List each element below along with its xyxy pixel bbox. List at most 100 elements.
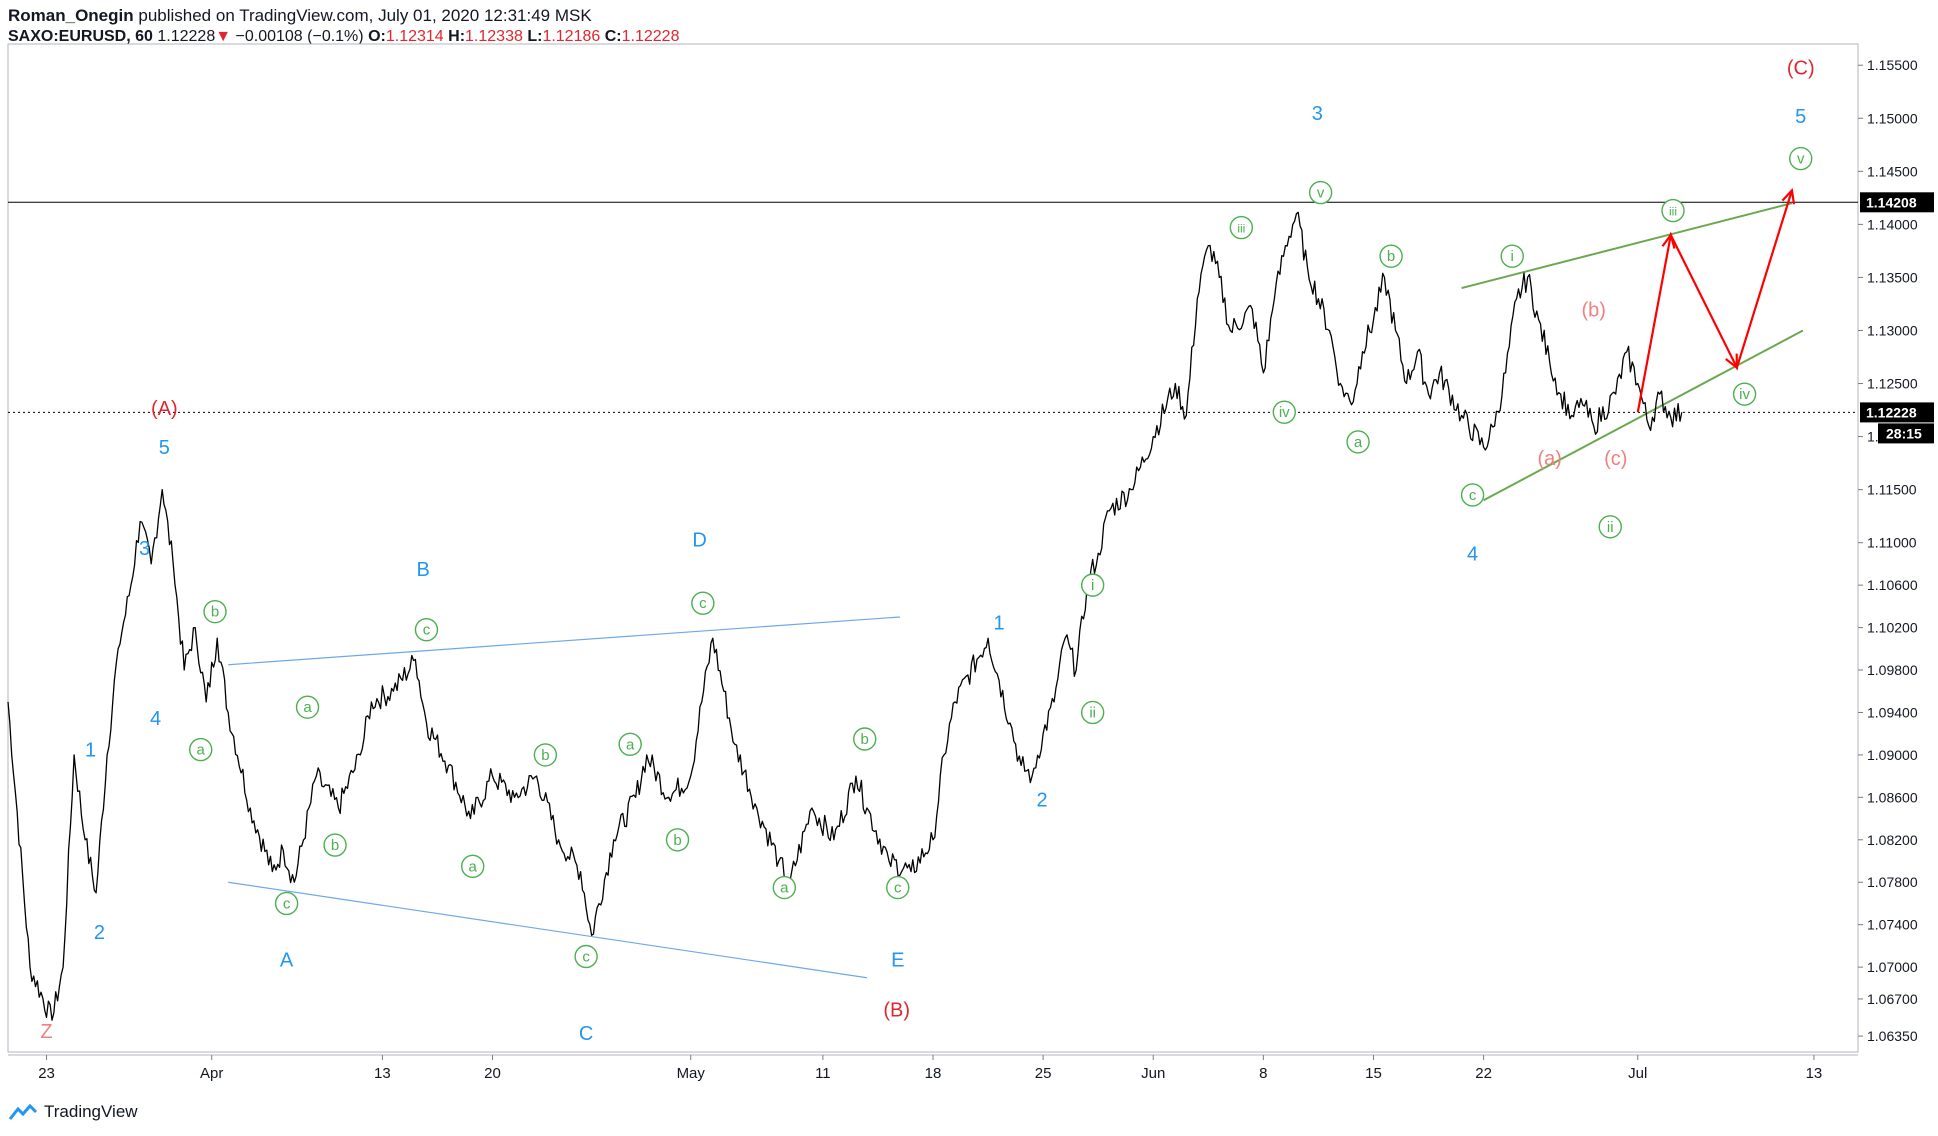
wave-label: Z xyxy=(40,1021,52,1043)
projection-arrowhead xyxy=(1725,353,1738,370)
countdown-box xyxy=(1878,423,1934,444)
wave-label: 1 xyxy=(994,612,1005,634)
wave-label: B xyxy=(416,559,429,581)
wave-label-circle xyxy=(1229,215,1254,240)
footer: TradingView xyxy=(8,1102,138,1122)
symbol: SAXO:EURUSD, 60 xyxy=(8,28,153,45)
wave-label-circle xyxy=(1379,244,1403,268)
y-tick-label: 1.15000 xyxy=(1867,110,1918,126)
high-label: H: xyxy=(448,28,466,45)
wave-label: 1 xyxy=(85,740,96,762)
y-tick-label: 1.11000 xyxy=(1867,535,1917,551)
y-tick-label: 1.10600 xyxy=(1867,577,1918,593)
wave-label: ii xyxy=(1089,704,1096,721)
wave-label: 2 xyxy=(94,922,105,944)
wave-label-circle xyxy=(295,695,320,719)
projection-path xyxy=(1636,190,1793,413)
wave-label: b xyxy=(673,832,681,849)
wave-label: iv xyxy=(1279,404,1290,421)
wave-label: A xyxy=(280,950,294,972)
low-value: 1.12186 xyxy=(542,28,601,45)
x-tick-label: 23 xyxy=(38,1065,55,1082)
wave-label-circle xyxy=(1598,515,1622,539)
x-tick-label: Jul xyxy=(1628,1065,1647,1082)
y-tick-label: 1.15500 xyxy=(1867,57,1918,73)
x-tick-label: 8 xyxy=(1259,1065,1267,1082)
price-chart[interactable]: 1.15500 1.15000 1.14500 1.14000 1.13500 1.130… xyxy=(0,0,1938,1100)
wave-label: 5 xyxy=(1795,106,1806,128)
triangle-trendline xyxy=(228,616,901,666)
wave-label: 3 xyxy=(1312,103,1323,125)
wave-label: ii xyxy=(1607,519,1614,536)
wave-label: (A) xyxy=(151,398,178,420)
price-series-line xyxy=(7,211,1683,1021)
wave-label: (C) xyxy=(1787,57,1815,79)
x-tick-label: Jun xyxy=(1141,1065,1165,1082)
tradingview-logo-icon xyxy=(8,1103,38,1120)
y-tick-label: 1.09400 xyxy=(1867,704,1918,720)
wave-label-circle xyxy=(414,618,439,642)
wave-label: 3 xyxy=(139,538,150,560)
wave-label: E xyxy=(891,950,904,972)
wave-label-circle xyxy=(691,591,715,615)
y-tick-label: 1.07800 xyxy=(1867,874,1918,890)
y-tick-label: 1.08600 xyxy=(1867,789,1918,805)
wave-label-circle xyxy=(1500,244,1524,268)
wave-label-circle xyxy=(1346,430,1370,454)
wave-label: c xyxy=(699,595,707,612)
author-name[interactable]: Roman_Onegin xyxy=(8,6,134,25)
price-change: −0.00108 (−0.1%) xyxy=(235,28,364,45)
wave-label: iii xyxy=(1237,222,1245,236)
wave-label: 4 xyxy=(1467,543,1478,565)
x-tick-label: 11 xyxy=(815,1065,831,1082)
wave-label: (a) xyxy=(1537,448,1561,470)
wave-label-circle xyxy=(1080,700,1105,725)
price-label: 1.14208 xyxy=(1866,194,1917,210)
wave-label: v xyxy=(1797,151,1805,168)
wave-label-circle xyxy=(274,891,299,916)
wave-label-circle xyxy=(533,743,558,767)
projection-arrowhead xyxy=(1781,188,1796,205)
countdown-label: 28:15 xyxy=(1886,425,1922,441)
diagonal-trendline xyxy=(1483,329,1804,502)
wave-label: a xyxy=(1354,434,1363,451)
wave-label: i xyxy=(1091,577,1094,594)
down-arrow-icon: ▼ xyxy=(215,28,232,45)
y-tick-label: 1.06700 xyxy=(1867,991,1918,1007)
wave-label-circle xyxy=(323,833,347,857)
wave-label: a xyxy=(469,858,478,875)
y-tick-label: 1.08200 xyxy=(1867,832,1918,848)
wave-label-circle xyxy=(189,737,213,762)
published-text: published on TradingView.com, July 01, 2… xyxy=(138,6,592,25)
x-tick-label: Apr xyxy=(200,1065,223,1082)
wave-label: a xyxy=(197,742,206,759)
open-value: 1.12314 xyxy=(385,28,444,45)
wave-label-circle xyxy=(1732,382,1757,406)
diagonal-trendline xyxy=(1461,202,1793,290)
wave-label: (B) xyxy=(883,1000,910,1022)
x-tick-label: 18 xyxy=(925,1065,942,1082)
wave-label: b xyxy=(211,604,219,621)
y-tick-label: 1.13500 xyxy=(1867,269,1918,285)
wave-label-circle xyxy=(574,944,598,969)
wave-label: c xyxy=(1469,487,1477,504)
y-tick-label: 1.09000 xyxy=(1867,747,1918,763)
y-tick-label: 1.14000 xyxy=(1867,216,1918,232)
y-tick-label: 1.12500 xyxy=(1867,376,1918,392)
y-tick-label: 1.10200 xyxy=(1867,620,1918,636)
brand-name[interactable]: TradingView xyxy=(44,1102,138,1121)
symbol-ohlc-line: SAXO:EURUSD, 60 1.12228▼ −0.00108 (−0.1%… xyxy=(8,28,679,46)
wave-label: C xyxy=(579,1023,593,1045)
wave-label-circle xyxy=(1460,483,1485,507)
x-tick-label: 15 xyxy=(1365,1065,1382,1082)
wave-label-circle xyxy=(1080,573,1105,597)
wave-label-circle xyxy=(665,828,690,852)
wave-label: (b) xyxy=(1581,299,1605,321)
wave-label-circle xyxy=(772,875,797,900)
triangle-trendline xyxy=(228,881,868,979)
wave-label: b xyxy=(861,731,869,748)
x-tick-label: May xyxy=(677,1065,706,1082)
wave-label: c xyxy=(582,949,590,966)
wave-label: a xyxy=(780,880,789,897)
wave-label: a xyxy=(303,699,312,716)
